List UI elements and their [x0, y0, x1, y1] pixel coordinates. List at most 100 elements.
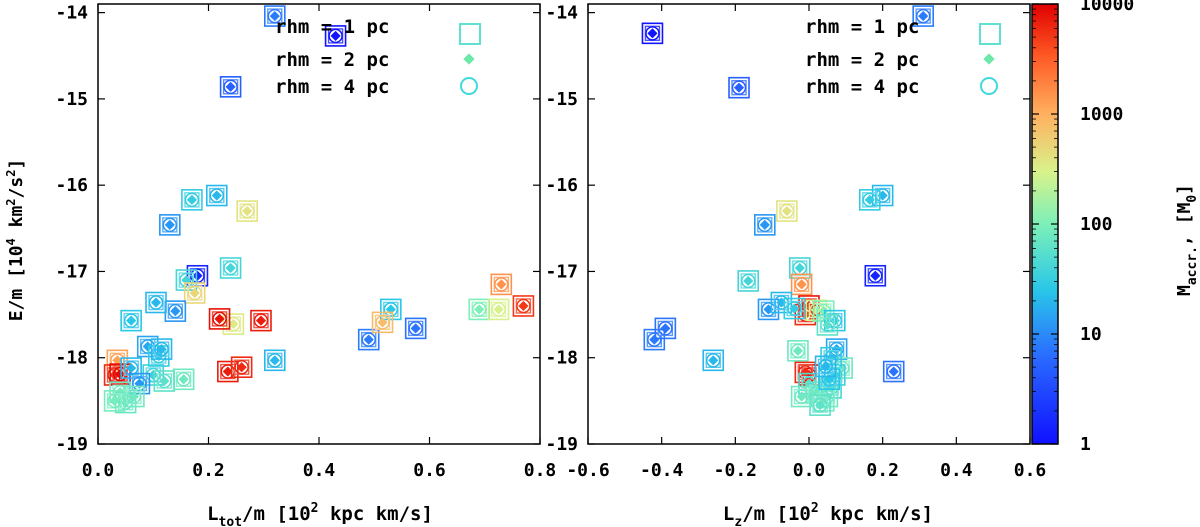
- y-tick-label: -16: [545, 175, 578, 196]
- point-diamond: [781, 205, 792, 217]
- y-tick-label: -15: [55, 89, 88, 110]
- legend-circle-marker: [460, 77, 478, 95]
- point-circle: [812, 397, 828, 413]
- data-point: [145, 291, 167, 314]
- data-point: [487, 298, 510, 321]
- point-circle: [234, 359, 249, 375]
- data-point: [183, 282, 206, 304]
- data-point: [702, 349, 725, 372]
- data-point: [783, 297, 806, 320]
- point-circle: [375, 315, 390, 330]
- point-square: [357, 328, 380, 351]
- point-diamond: [214, 313, 225, 324]
- y-tick-label: -16: [55, 175, 88, 196]
- point-diamond: [269, 355, 280, 366]
- point-diamond: [647, 28, 658, 39]
- point-square: [728, 76, 750, 99]
- point-circle: [223, 79, 238, 95]
- point-diamond: [660, 323, 671, 334]
- point-diamond: [242, 205, 253, 217]
- point-diamond: [128, 391, 140, 402]
- left-y-axis-label: E/m [104 km2/s2]: [4, 159, 27, 322]
- point-square: [106, 349, 129, 372]
- point-square: [816, 314, 839, 336]
- data-point: [809, 394, 831, 416]
- data-point: [790, 385, 813, 408]
- point-square: [825, 338, 848, 360]
- point-diamond: [148, 369, 159, 381]
- point-square: [814, 355, 837, 378]
- point-square: [702, 349, 725, 372]
- data-point: [219, 257, 242, 279]
- point-diamond: [159, 375, 170, 387]
- point-square: [790, 273, 813, 296]
- point-diamond: [269, 10, 280, 22]
- point-square: [380, 298, 402, 321]
- point-circle: [491, 302, 506, 317]
- data-point: [236, 200, 258, 222]
- point-square: [643, 328, 666, 351]
- point-circle: [112, 366, 128, 382]
- point-square: [263, 349, 286, 372]
- point-diamond: [708, 355, 719, 366]
- point-circle: [494, 277, 509, 292]
- colorbar-tick-label: 100: [1080, 214, 1113, 235]
- point-circle: [123, 360, 139, 376]
- point-circle: [820, 317, 835, 333]
- point-diamond: [142, 341, 153, 352]
- point-square: [145, 291, 167, 314]
- y-tick-label: -18: [545, 348, 578, 369]
- point-square: [219, 76, 242, 98]
- point-square: [371, 311, 394, 334]
- point-circle: [361, 332, 376, 347]
- point-square: [871, 184, 894, 207]
- legend-square-marker: [459, 23, 481, 45]
- point-circle: [790, 343, 806, 359]
- data-point: [404, 317, 427, 340]
- point-circle: [886, 364, 901, 379]
- point-square: [324, 25, 347, 47]
- data-point: [250, 309, 272, 332]
- data-point: [205, 184, 228, 207]
- y-tick-label: -15: [545, 89, 578, 110]
- point-circle: [187, 285, 202, 301]
- right-x-axis-label: Lz/m [102 kpc km/s]: [723, 501, 933, 527]
- data-point: [643, 328, 666, 351]
- point-diamond: [410, 323, 421, 334]
- point-square: [150, 338, 173, 360]
- data-point: [263, 349, 286, 372]
- right-axis-ticks: -0.6 -0.4 -0.2 0.0 0.2 0.4 0.6 -19 -18 -17 -16 -15 -…: [545, 3, 1046, 481]
- data-point: [654, 317, 677, 340]
- left-x-axis-label: Ltot/m [102 kpc km/s]: [207, 501, 433, 527]
- point-diamond: [888, 366, 899, 377]
- data-point: [816, 314, 839, 336]
- point-circle: [868, 268, 883, 284]
- legend-label-2: rhm = 2 pc: [275, 49, 389, 71]
- point-square: [864, 264, 887, 287]
- legend-label-1: rhm = 1 pc: [805, 16, 919, 38]
- left-legend: rhm = 1 pc rhm = 2 pc rhm = 4 pc: [275, 16, 481, 98]
- x-tick-label: -0.4: [640, 460, 684, 481]
- data-point: [103, 390, 126, 412]
- point-circle: [471, 302, 487, 317]
- point-circle: [794, 277, 809, 292]
- point-circle: [757, 217, 773, 233]
- data-point: [787, 340, 809, 362]
- point-square: [809, 394, 831, 416]
- point-square: [912, 5, 934, 27]
- point-diamond: [225, 81, 236, 92]
- point-circle: [658, 321, 673, 336]
- data-point: [150, 338, 173, 360]
- point-circle: [794, 389, 809, 404]
- point-square: [208, 308, 231, 330]
- colorbar-label: Maccr., [M0]: [1174, 184, 1200, 296]
- legend-label-3: rhm = 4 pc: [805, 76, 919, 98]
- point-diamond: [228, 318, 239, 330]
- data-point: [357, 328, 380, 351]
- point-square: [120, 309, 142, 332]
- point-circle: [740, 273, 756, 289]
- data-point: [371, 311, 394, 334]
- y-tick-label: -19: [55, 434, 88, 455]
- point-diamond: [363, 334, 374, 345]
